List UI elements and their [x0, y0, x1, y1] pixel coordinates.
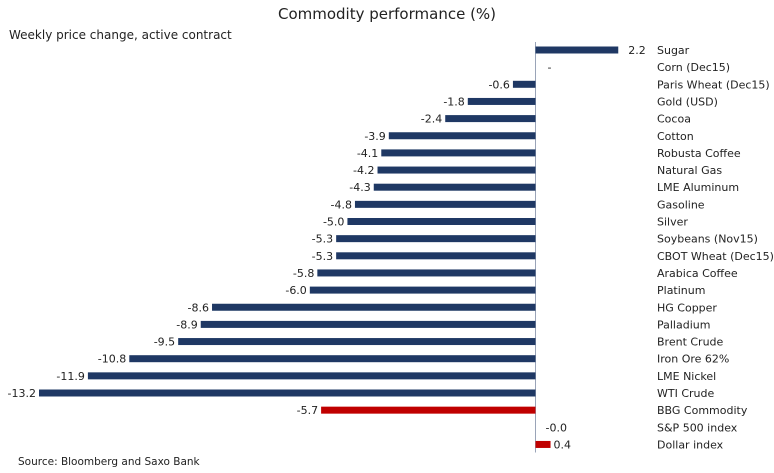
bar [445, 115, 536, 123]
data-label: 2.2 [628, 44, 646, 57]
category-label: Platinum [657, 284, 705, 297]
data-label: -8.6 [188, 301, 209, 314]
bar [512, 80, 536, 88]
category-label: Cotton [657, 130, 694, 143]
data-label: -8.9 [176, 318, 197, 331]
category-label: Sugar [657, 44, 690, 57]
data-label: -3.9 [364, 130, 385, 143]
data-label: -5.3 [312, 250, 333, 263]
bar [535, 46, 619, 54]
bar [87, 372, 536, 380]
bar [129, 355, 536, 363]
data-label: -6.0 [285, 284, 306, 297]
data-label: -4.1 [357, 147, 378, 160]
bar [336, 235, 536, 243]
category-label: Silver [657, 216, 688, 229]
category-label: HG Copper [657, 301, 717, 314]
data-label: - [548, 61, 552, 74]
bar [317, 269, 536, 277]
data-label: -1.8 [443, 95, 464, 108]
bar [535, 440, 551, 448]
bar [373, 183, 536, 191]
category-label: Brent Crude [657, 336, 724, 349]
category-label: Arabica Coffee [657, 267, 738, 280]
data-label: -0.0 [546, 421, 567, 434]
data-label: -0.6 [488, 78, 509, 91]
bar [354, 200, 536, 208]
category-label: S&P 500 index [657, 421, 738, 434]
category-label: Cocoa [657, 113, 691, 126]
category-label: Natural Gas [657, 164, 722, 177]
category-label: Iron Ore 62% [657, 353, 729, 366]
chart-title: Commodity performance (%) [277, 5, 497, 23]
category-label: CBOT Wheat (Dec15) [657, 250, 774, 263]
bar [309, 286, 536, 294]
data-label: -9.5 [154, 336, 175, 349]
data-label: -4.2 [353, 164, 374, 177]
data-label: -5.7 [297, 404, 318, 417]
data-label: -13.2 [8, 387, 36, 400]
category-label: BBG Commodity [657, 404, 748, 417]
data-label: -5.0 [323, 216, 344, 229]
category-label: Soybeans (Nov15) [657, 233, 758, 246]
chart-subtitle: Weekly price change, active contract [9, 28, 232, 42]
bar [39, 389, 536, 397]
bar [200, 320, 536, 328]
bar [388, 132, 536, 140]
bar [336, 252, 536, 260]
data-label: -11.9 [56, 370, 84, 383]
category-label: Gasoline [657, 198, 705, 211]
data-label: -4.8 [330, 198, 351, 211]
bar [178, 338, 536, 346]
data-label: -10.8 [98, 353, 126, 366]
bar [321, 406, 536, 414]
category-label: Paris Wheat (Dec15) [657, 78, 770, 91]
category-label: Palladium [657, 318, 710, 331]
bar [377, 166, 536, 174]
category-label: WTI Crude [657, 387, 714, 400]
data-label: -4.3 [349, 181, 370, 194]
data-label: 0.4 [554, 438, 572, 451]
data-label: -5.3 [312, 233, 333, 246]
category-label: Dollar index [657, 438, 724, 451]
category-label: Robusta Coffee [657, 147, 741, 160]
bar [212, 303, 536, 311]
bar [381, 149, 536, 157]
category-label: LME Aluminum [657, 181, 739, 194]
bar [467, 97, 536, 105]
category-label: LME Nickel [657, 370, 716, 383]
bar [347, 218, 536, 225]
source-note: Source: Bloomberg and Saxo Bank [18, 456, 200, 468]
data-label: -2.4 [421, 113, 442, 126]
category-label: Corn (Dec15) [657, 61, 730, 74]
category-label: Gold (USD) [657, 95, 718, 108]
data-label: -5.8 [293, 267, 314, 280]
